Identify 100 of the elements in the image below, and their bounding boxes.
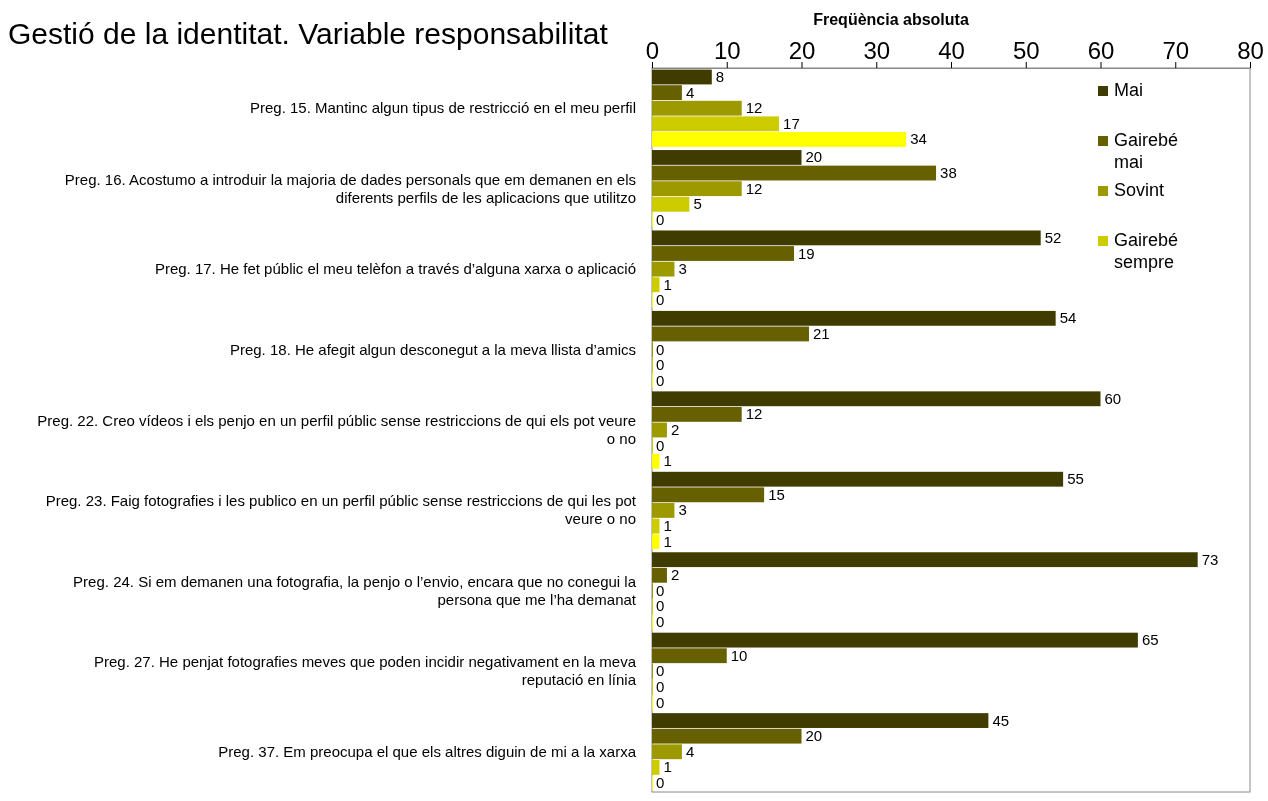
data-label: 12	[745, 405, 763, 423]
data-label: 4	[685, 742, 695, 760]
data-label: 0	[656, 662, 665, 680]
bar	[652, 116, 780, 132]
data-label: 0	[656, 356, 665, 374]
data-label: 2	[670, 421, 680, 438]
bar	[652, 453, 660, 469]
bar	[652, 100, 742, 116]
y-tick-label: Preg. 24. Si em demanen una fotografia, la penjo o l’envio, encara que no conegui la persona que me l’ha demanat	[73, 572, 637, 608]
y-tick-label: Preg. 18. He afegit algun desconegut a la meva llista d’amics	[229, 340, 636, 358]
bar	[652, 165, 937, 181]
x-tick-label: 60	[1087, 37, 1115, 64]
bar	[652, 648, 727, 664]
bar	[652, 150, 802, 165]
data-label: 10	[730, 646, 748, 664]
data-label: 0	[656, 210, 665, 228]
data-label: 0	[656, 436, 665, 454]
data-label: 0	[656, 677, 665, 695]
y-tick-label: Preg. 22. Creo vídeos i els penjo en un perfil públic sense restriccions de qui els pot veure o no	[37, 412, 636, 447]
bar	[652, 503, 675, 518]
legend-label: Mai	[1114, 80, 1144, 100]
bar	[652, 713, 989, 728]
x-tick-label: 80	[1237, 37, 1264, 64]
data-label: 0	[656, 613, 665, 631]
bar	[652, 230, 1041, 246]
data-label: 55	[1067, 470, 1084, 488]
y-tick-label: Preg. 17. He fet públic el meu telèfon a través d’alguna xarxa o aplicació	[154, 260, 636, 278]
data-label: 1	[663, 532, 672, 550]
data-label: 20	[805, 148, 823, 166]
bar	[652, 181, 742, 197]
bar	[652, 196, 690, 212]
x-tick-label: 70	[1162, 37, 1190, 64]
data-label: 52	[1044, 228, 1062, 246]
y-tick-label: Preg. 16. Acostumo a introduir la majoria de dades personals que em demanen en els diferents perfils de les aplicacions que utilitzo	[64, 170, 636, 206]
bar	[652, 69, 712, 85]
data-label: 4	[685, 83, 695, 101]
data-label: 65	[1141, 631, 1159, 649]
data-label: 3	[678, 501, 687, 519]
data-label: 19	[798, 244, 815, 262]
bar	[652, 759, 660, 775]
data-label: 20	[805, 727, 823, 745]
bar	[652, 85, 682, 101]
bar	[652, 728, 802, 744]
y-tick-label: Preg. 37. Em preocupa el que els altres diguin de mi a la xarxa	[218, 742, 637, 760]
data-label: 60	[1104, 389, 1122, 407]
data-label: 1	[663, 452, 672, 470]
data-label: 1	[663, 275, 672, 293]
bar	[652, 487, 765, 503]
data-label: 1	[663, 517, 672, 535]
data-label: 54	[1059, 309, 1077, 327]
data-label: 5	[693, 195, 702, 213]
bar	[652, 406, 742, 422]
data-label: 1	[663, 758, 672, 776]
data-label: 12	[745, 99, 763, 117]
bar	[652, 632, 1138, 648]
legend-label: Gairebé sempre	[1114, 230, 1179, 272]
data-label: 34	[910, 130, 927, 148]
data-label: 0	[656, 340, 665, 358]
x-tick-label: 0	[645, 37, 660, 64]
data-label: 17	[783, 114, 800, 132]
x-tick-label: 20	[788, 37, 816, 64]
data-label: 0	[656, 371, 665, 389]
bar	[652, 310, 1056, 326]
legend-label: Sovint	[1114, 180, 1165, 200]
text: Gestió de la identitat. Variable responsabilitat	[8, 17, 609, 50]
data-label: 2	[670, 566, 680, 584]
x-tick-label: 40	[938, 37, 965, 64]
bar	[652, 422, 667, 438]
bar	[652, 391, 1101, 407]
y-tick-label: Preg. 27. He penjat fotografies meves que poden incidir negativament en la meva reputació en línia	[94, 653, 637, 689]
y-tick-label: Preg. 23. Faig fotografies i les publico en un perfil públic sense restriccions de qui les pot veure o no	[45, 492, 637, 528]
data-label: 12	[745, 179, 763, 197]
x-tick-label: 50	[1012, 37, 1040, 64]
data-label: 73	[1201, 550, 1219, 568]
data-label: 3	[678, 260, 687, 278]
data-label: 21	[812, 324, 830, 342]
x-tick-label: 30	[863, 37, 891, 64]
bar	[652, 246, 795, 261]
x-tick-label: 10	[713, 37, 741, 64]
bar	[652, 567, 667, 583]
x-axis-title: Freqüència absoluta	[813, 11, 969, 28]
data-label: 8	[715, 68, 725, 85]
data-label: 45	[992, 711, 1010, 729]
bar	[652, 552, 1198, 568]
data-label: 0	[656, 693, 665, 711]
data-label: 0	[656, 291, 665, 309]
y-tick-label: Preg. 15. Mantinc algun tipus de restricció en el meu perfil	[249, 99, 636, 117]
bar	[652, 471, 1064, 487]
data-label: 0	[656, 597, 665, 615]
bar	[652, 132, 907, 147]
legend-label: Gairebé mai	[1114, 130, 1179, 172]
bar	[652, 534, 660, 550]
data-label: 15	[768, 485, 785, 503]
data-label: 0	[656, 774, 665, 791]
data-label: 0	[656, 581, 665, 599]
data-label: 38	[940, 164, 957, 182]
bar	[652, 261, 675, 277]
bar	[652, 277, 660, 293]
bar	[652, 326, 809, 342]
bar	[652, 744, 682, 760]
